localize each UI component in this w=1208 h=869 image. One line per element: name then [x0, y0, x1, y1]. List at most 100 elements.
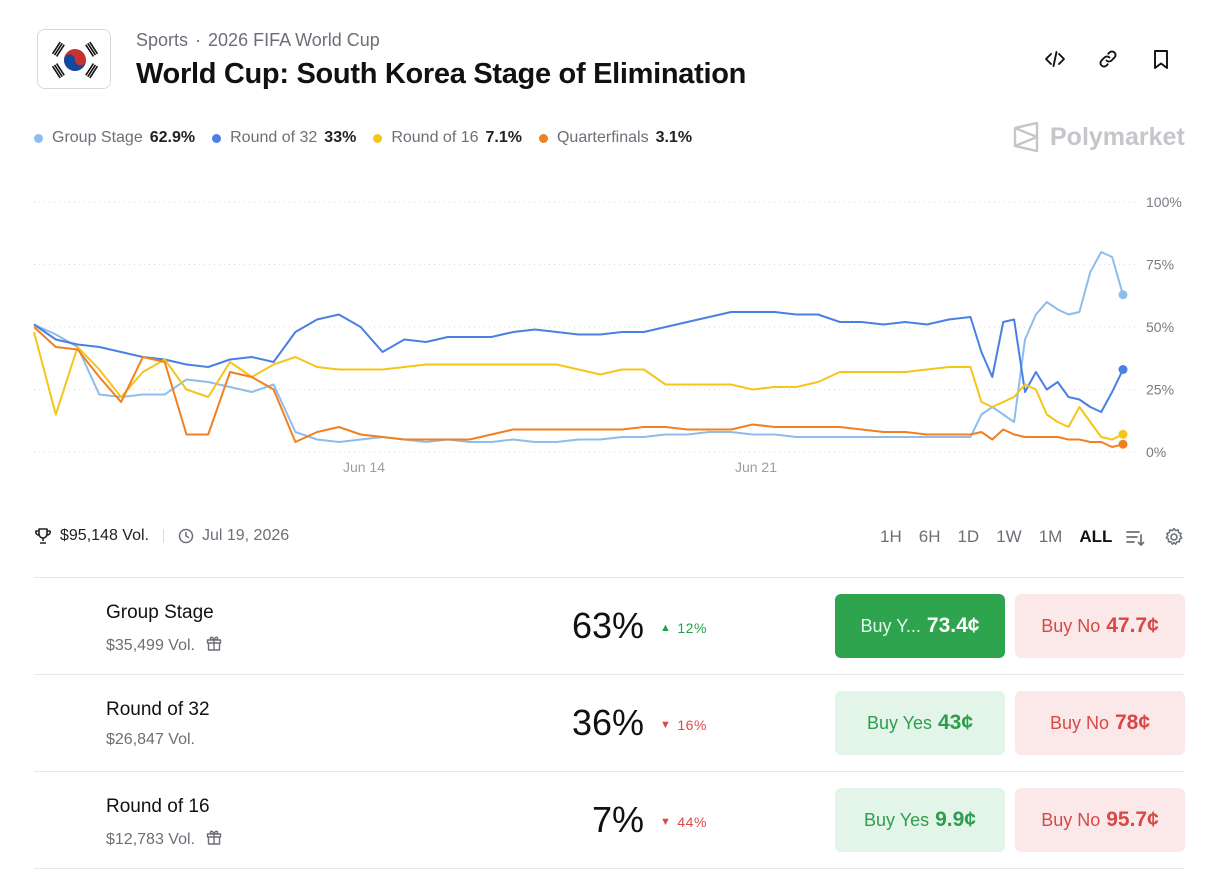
triangle-down-icon: ▼: [660, 816, 672, 828]
rewards-button[interactable]: [205, 634, 223, 657]
series-endpoint-group-stage: [1118, 290, 1128, 300]
buy-yes-price: 73.4¢: [926, 614, 980, 637]
change-value: 44%: [677, 814, 707, 830]
range-1d[interactable]: 1D: [957, 527, 980, 546]
time-range-selector: 1H 6H 1D 1W 1M ALL: [880, 527, 1129, 547]
bookmark-button[interactable]: [1146, 44, 1176, 74]
series-line-quarterfinals: [33, 326, 1124, 448]
buy-no-label: Buy No: [1041, 809, 1101, 830]
market-stats: $95,148 Vol. Jul 19, 2026: [34, 527, 289, 545]
range-1w[interactable]: 1W: [996, 527, 1022, 546]
gift-icon: [206, 636, 222, 651]
buy-no-label: Buy No: [1049, 712, 1109, 733]
gift-icon: [206, 830, 222, 845]
legend-item[interactable]: Group Stage 62.9%: [34, 129, 195, 147]
team-flag: [37, 29, 111, 89]
series-line-round-of-16: [33, 331, 1124, 441]
embed-button[interactable]: [1040, 44, 1070, 74]
outcome-name: Round of 16: [106, 796, 210, 817]
legend-item[interactable]: Quarterfinals 3.1%: [538, 129, 693, 147]
outcome-probability: 36%: [571, 702, 644, 743]
row-divider: [34, 674, 1185, 675]
y-tick-label: 100%: [1146, 194, 1182, 210]
buy-no-button[interactable]: Buy No 47.7¢: [1015, 594, 1185, 658]
code-icon: [1045, 51, 1065, 67]
series-endpoint-round-of-32: [1118, 365, 1128, 374]
outcome-volume-line: $35,499 Vol.: [106, 634, 223, 657]
probability-change: ▼ 44%: [660, 814, 707, 830]
outcome-probability: 7%: [591, 799, 644, 840]
rewards-button[interactable]: [205, 828, 223, 851]
buy-no-label: Buy No: [1041, 615, 1101, 636]
legend-item[interactable]: Round of 16 7.1%: [373, 129, 522, 147]
buy-yes-button[interactable]: Buy Yes 43¢: [835, 691, 1005, 755]
outcome-volume: $26,847 Vol.: [106, 731, 195, 748]
buy-no-price: 78¢: [1114, 711, 1151, 734]
buy-yes-button[interactable]: Buy Y... 73.4¢: [835, 594, 1005, 658]
bookmark-icon: [1154, 50, 1168, 69]
outcome-volume-line: $12,783 Vol.: [106, 828, 223, 851]
legend-value: 62.9%: [149, 129, 196, 146]
legend-value: 3.1%: [655, 129, 693, 146]
total-volume: $95,148 Vol.: [60, 527, 149, 544]
clock-icon: [178, 528, 194, 544]
y-tick-label: 75%: [1146, 257, 1174, 273]
price-history-chart[interactable]: 100% 75% 50% 25% 0% Jun 14 Jun 21: [0, 180, 1208, 480]
sort-icon: [1126, 531, 1145, 546]
buy-yes-button[interactable]: Buy Yes 9.9¢: [835, 788, 1005, 852]
link-icon: [1099, 50, 1117, 68]
legend-label: Round of 16: [391, 129, 479, 146]
range-all[interactable]: ALL: [1079, 527, 1113, 546]
outcome-name: Group Stage: [106, 602, 214, 623]
legend-item[interactable]: Round of 32 33%: [212, 129, 356, 147]
series-endpoint-round-of-16: [1118, 429, 1128, 439]
legend-value: 33%: [324, 129, 357, 146]
gear-icon: [1165, 527, 1183, 545]
legend-color-dot: [34, 133, 43, 143]
triangle-up-icon: ▲: [660, 622, 672, 634]
range-6h[interactable]: 6H: [918, 527, 941, 546]
range-1m[interactable]: 1M: [1038, 527, 1063, 546]
buy-yes-label: Buy Yes: [866, 712, 932, 733]
breadcrumb-category[interactable]: Sports: [136, 30, 189, 50]
legend-color-dot: [212, 133, 222, 143]
buy-no-button[interactable]: Buy No 95.7¢: [1015, 788, 1185, 852]
legend-label: Quarterfinals: [556, 129, 649, 146]
buy-yes-label: Buy Y...: [860, 615, 921, 636]
series-endpoint-quarterfinals: [1118, 439, 1128, 449]
chart-legend: Group Stage 62.9% Round of 32 33% Round of 1…: [34, 129, 709, 147]
brand-name: Polymarket: [1050, 122, 1185, 151]
change-value: 12%: [677, 620, 707, 636]
stats-divider: [162, 529, 164, 543]
copy-link-button[interactable]: [1093, 44, 1123, 74]
trophy-icon: [35, 528, 51, 544]
legend-color-dot: [538, 133, 548, 143]
polymarket-logo-icon: [1013, 122, 1039, 152]
x-tick-label: Jun 14: [343, 459, 385, 475]
outcome-row[interactable]: Round of 16 $12,783 Vol. 7% ▼ 44% Buy Yes 9.9¢…: [34, 772, 1185, 868]
page-title: World Cup: South Korea Stage of Eliminat…: [136, 58, 747, 90]
end-date: Jul 19, 2026: [201, 527, 290, 544]
sort-button[interactable]: [1120, 523, 1150, 553]
breadcrumb-event[interactable]: 2026 FIFA World Cup: [208, 30, 380, 50]
buy-no-price: 47.7¢: [1106, 614, 1159, 637]
series-line-round-of-32: [33, 311, 1124, 413]
outcome-row[interactable]: Group Stage $35,499 Vol. 63% ▲ 12% Buy Y... 73…: [34, 578, 1185, 674]
x-tick-label: Jun 21: [735, 459, 777, 475]
row-divider: [34, 771, 1185, 772]
range-1h[interactable]: 1H: [880, 527, 902, 546]
legend-value: 7.1%: [485, 129, 522, 146]
legend-label: Round of 32: [230, 129, 318, 146]
triangle-down-icon: ▼: [660, 719, 672, 731]
settings-button[interactable]: [1159, 522, 1189, 552]
buy-no-price: 95.7¢: [1106, 808, 1159, 831]
probability-change: ▲ 12%: [660, 620, 707, 636]
outcome-volume: $12,783 Vol.: [106, 830, 195, 848]
outcome-row[interactable]: Round of 32 $26,847 Vol. 36% ▼ 16% Buy Yes 43¢…: [34, 675, 1185, 771]
buy-no-button[interactable]: Buy No 78¢: [1015, 691, 1185, 755]
row-divider: [34, 577, 1185, 578]
probability-change: ▼ 16%: [660, 717, 707, 733]
outcome-probability: 63%: [571, 605, 644, 646]
y-tick-label: 0%: [1146, 444, 1166, 460]
outcome-name: Round of 32: [106, 699, 210, 720]
